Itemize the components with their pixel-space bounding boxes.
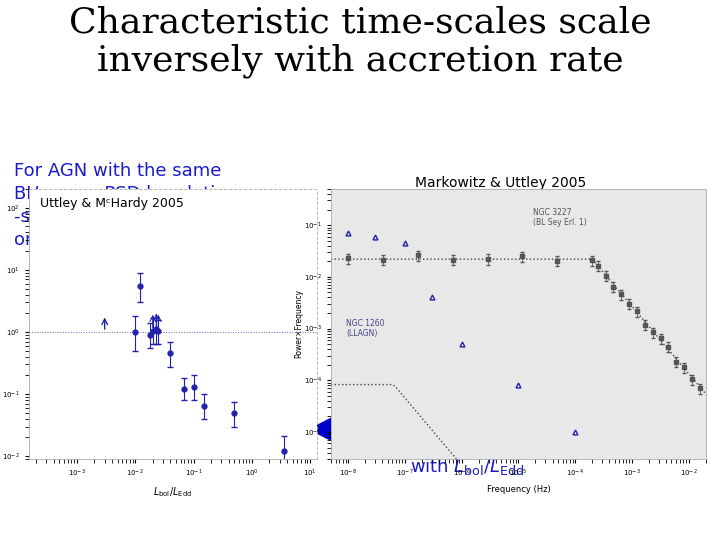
X-axis label: Frequency (Hz): Frequency (Hz): [487, 485, 550, 494]
Text: with $L_{\rm bol}/L_{\rm Edd}$: with $L_{\rm bol}/L_{\rm Edd}$: [410, 456, 525, 477]
Text: NGC 1260
(LLAGN): NGC 1260 (LLAGN): [346, 319, 384, 338]
Text: Markowitz & Uttley 2005: Markowitz & Uttley 2005: [415, 176, 586, 190]
Text: NGC 3227
(BL Sey Erl. 1): NGC 3227 (BL Sey Erl. 1): [534, 208, 587, 227]
FancyArrow shape: [310, 409, 392, 449]
X-axis label: $L_{\rm bol}/L_{\rm Edd}$: $L_{\rm bol}/L_{\rm Edd}$: [153, 485, 192, 498]
Text: Uttley & MᶜHardy 2005: Uttley & MᶜHardy 2005: [40, 197, 184, 210]
Text: Time-scale normalised by
BH mass scales inversely: Time-scale normalised by BH mass scales …: [410, 397, 642, 437]
Text: Characteristic time-scales scale
inversely with accretion rate: Characteristic time-scales scale inverse…: [68, 5, 652, 78]
Y-axis label: Power×Frequency: Power×Frequency: [294, 289, 303, 359]
Text: For AGN with the same
BH mass, PSD break time
-scale appears to depend
on lumino: For AGN with the same BH mass, PSD break…: [14, 162, 244, 249]
